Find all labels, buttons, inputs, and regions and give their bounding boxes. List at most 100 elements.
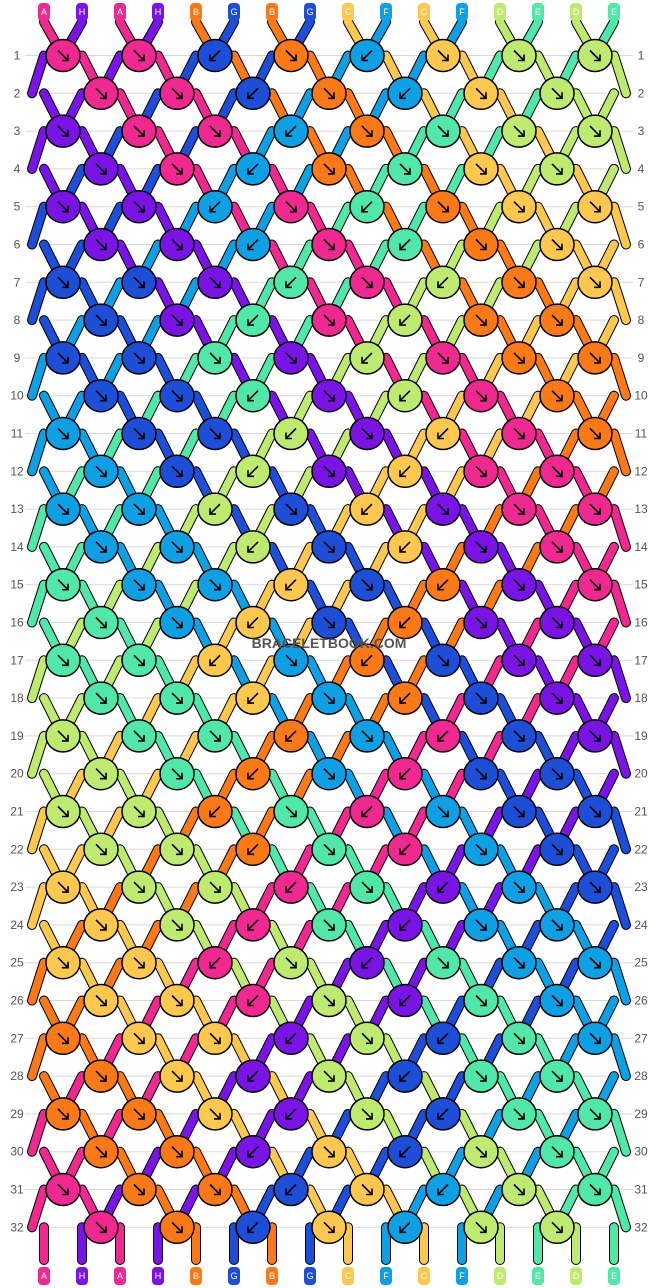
- arrow-down-left-icon: [361, 503, 373, 515]
- arrow-down-right-icon: [133, 352, 145, 364]
- strand-segment: [610, 1109, 630, 1156]
- knot: [121, 189, 157, 224]
- arrow-down-right-icon: [513, 579, 525, 591]
- knot: [311, 983, 347, 1018]
- knot: [197, 341, 233, 375]
- row-number-right: 13: [634, 502, 648, 516]
- arrow-down-right-icon: [551, 390, 563, 402]
- strand-tab: E: [532, 1267, 544, 1285]
- knot: [539, 76, 575, 111]
- arrow-down-left-icon: [399, 1070, 411, 1082]
- strand-tab: F: [380, 3, 392, 21]
- row-number-right: 11: [635, 427, 648, 441]
- arrow-down-right-icon: [133, 125, 145, 137]
- knot: [121, 1021, 157, 1056]
- strand-segment: [610, 1034, 630, 1081]
- arrow-down-right-icon: [589, 654, 601, 667]
- strand-segment: [610, 202, 630, 249]
- arrow-down-right-icon: [57, 881, 69, 893]
- knot: [425, 38, 461, 73]
- strand-tab: D: [570, 1267, 582, 1285]
- row-number-left: 8: [14, 313, 21, 327]
- arrow-down-right-icon: [437, 805, 449, 818]
- arrow-down-left-icon: [399, 919, 411, 931]
- knot: [539, 530, 575, 564]
- knot: [121, 643, 157, 678]
- knot: [235, 1210, 271, 1245]
- knot: [463, 303, 499, 337]
- arrow-down-right-icon: [323, 541, 335, 553]
- arrow-down-left-icon: [361, 201, 373, 213]
- arrow-down-right-icon: [323, 87, 335, 100]
- arrow-down-right-icon: [589, 503, 601, 515]
- strand-label: H: [155, 7, 162, 17]
- knot: [45, 643, 81, 678]
- row-number-right: 29: [634, 1107, 648, 1121]
- strand-segment: [28, 656, 48, 703]
- knot: [235, 530, 271, 564]
- arrow-down-right-icon: [323, 163, 335, 175]
- knot: [121, 945, 157, 980]
- arrow-down-right-icon: [171, 541, 183, 553]
- row-number-left: 26: [10, 994, 24, 1008]
- knot: [349, 643, 385, 678]
- arrow-down-right-icon: [95, 163, 107, 175]
- strand-segment: [28, 807, 48, 854]
- arrow-down-right-icon: [57, 1108, 69, 1120]
- knot: [159, 227, 195, 262]
- arrow-down-right-icon: [323, 1146, 335, 1158]
- strand-segment: [610, 505, 630, 551]
- row-number-left: 10: [10, 389, 24, 403]
- knot: [425, 719, 461, 753]
- knot: [463, 756, 499, 791]
- arrow-down-right-icon: [209, 125, 221, 137]
- row-number-right: 24: [634, 918, 648, 932]
- arrow-down-right-icon: [95, 843, 107, 856]
- arrow-down-right-icon: [57, 125, 69, 137]
- knot: [159, 908, 195, 942]
- knot: [539, 605, 575, 640]
- arrow-down-right-icon: [323, 692, 335, 704]
- arrow-down-right-icon: [513, 427, 525, 440]
- row-number-right: 5: [638, 200, 645, 214]
- strand-label: G: [230, 1271, 237, 1281]
- knot: [425, 189, 461, 224]
- row-number-right: 14: [634, 540, 648, 554]
- arrow-down-right-icon: [95, 314, 107, 326]
- arrow-down-right-icon: [133, 427, 145, 440]
- strand-segment: [610, 580, 630, 627]
- row-number-right: 17: [634, 653, 648, 667]
- knot: [311, 681, 347, 715]
- knot: [577, 341, 613, 375]
- arrow-down-right-icon: [589, 427, 601, 440]
- arrow-down-left-icon: [361, 957, 373, 969]
- arrow-down-left-icon: [399, 994, 411, 1007]
- strand-segment: [28, 505, 48, 551]
- arrow-down-right-icon: [475, 1221, 487, 1234]
- strand-segment: [610, 278, 630, 325]
- knot: [311, 1059, 347, 1093]
- arrow-down-right-icon: [589, 1183, 601, 1196]
- knot: [273, 643, 309, 678]
- knot: [45, 945, 81, 980]
- arrow-down-right-icon: [475, 314, 487, 326]
- row-number-right: 10: [634, 389, 648, 403]
- arrow-down-right-icon: [133, 276, 145, 289]
- knot: [121, 492, 157, 526]
- arrow-down-right-icon: [209, 1108, 221, 1120]
- arrow-down-right-icon: [57, 49, 69, 62]
- knot: [159, 983, 195, 1018]
- arrow-down-left-icon: [361, 654, 373, 667]
- row-number-left: 9: [14, 351, 21, 365]
- knot: [159, 1059, 195, 1093]
- knot: [387, 832, 423, 867]
- knot: [311, 908, 347, 942]
- arrow-down-right-icon: [361, 1032, 373, 1045]
- arrow-down-right-icon: [209, 730, 221, 742]
- knot: [235, 303, 271, 337]
- knot: [463, 832, 499, 867]
- row-number-left: 18: [10, 691, 24, 705]
- knot: [577, 719, 613, 753]
- arrow-down-right-icon: [551, 314, 563, 326]
- arrow-down-left-icon: [399, 314, 411, 326]
